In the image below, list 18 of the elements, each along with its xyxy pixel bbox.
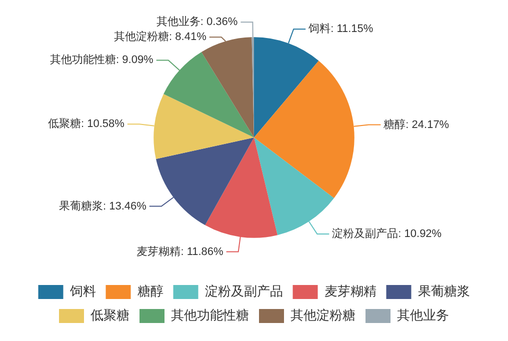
legend-label: 其他淀粉糖	[290, 308, 356, 323]
legend-label: 低聚糖	[90, 308, 130, 323]
legend-label: 糖醇	[137, 284, 164, 299]
legend-label: 果葡糖浆	[418, 284, 470, 299]
data-label: 淀粉及副产品: 10.92%	[332, 227, 442, 240]
legend-label: 饲料	[68, 284, 96, 299]
data-label: 麦芽糊精: 11.86%	[136, 244, 224, 258]
data-label: 其他功能性糖: 9.09%	[50, 53, 154, 66]
legend-label: 其他功能性糖	[171, 308, 249, 323]
data-label: 饲料: 11.15%	[308, 22, 374, 36]
legend-label: 其他业务	[397, 308, 449, 323]
data-label: 果葡糖浆: 13.46%	[58, 199, 147, 212]
data-label: 糖醇: 24.17%	[384, 118, 450, 131]
legend-label: 淀粉及副产品	[204, 284, 283, 299]
data-label: 其他业务: 0.36%	[156, 15, 238, 28]
legend-label: 麦芽糊精	[324, 284, 376, 299]
data-label: 低聚糖: 10.58%	[48, 117, 125, 130]
data-label: 其他淀粉糖: 8.41%	[114, 30, 207, 44]
